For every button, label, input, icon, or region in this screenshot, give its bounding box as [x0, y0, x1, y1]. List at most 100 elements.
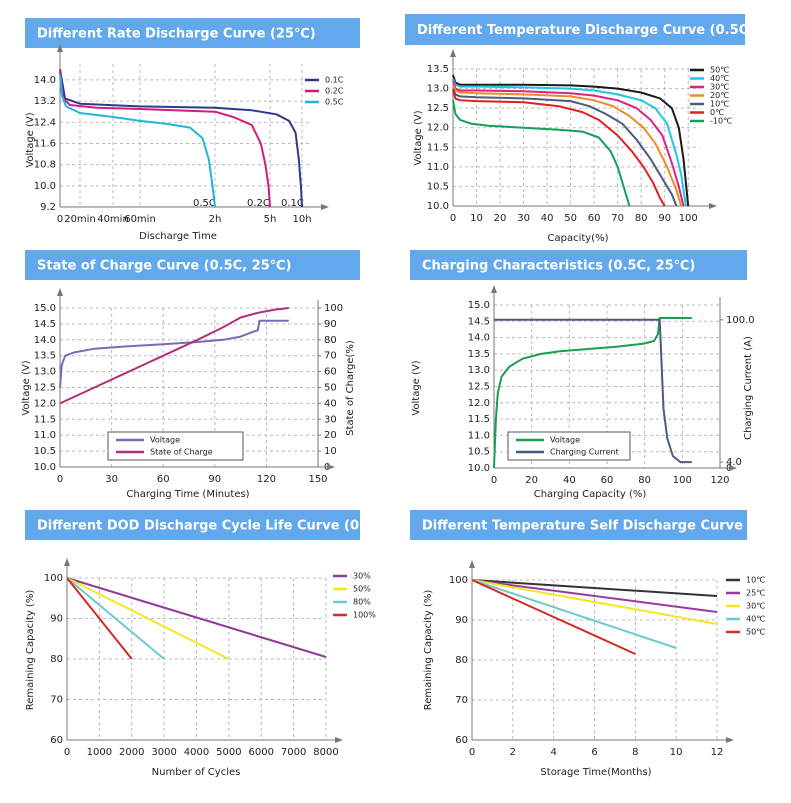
- series-line: [59, 71, 271, 208]
- y-tick-label: 10.5: [34, 446, 56, 457]
- y-tick-label: 70: [455, 695, 468, 706]
- legend-label: 100%: [353, 611, 376, 620]
- x-axis-title: Discharge Time: [139, 231, 217, 242]
- x-tick-label: 5h: [264, 214, 277, 225]
- legend-label: 0.1C: [325, 76, 344, 85]
- x-tick-label: 10: [670, 747, 683, 758]
- y-tick-label: 70: [50, 695, 63, 706]
- legend-box: [107, 431, 244, 461]
- y2-tick-label: 50: [324, 383, 337, 394]
- legend-label: 10℃: [746, 576, 765, 585]
- y-axis-title: Remaining Capacity (%): [423, 590, 434, 711]
- x-tick-label: 5000: [216, 747, 241, 758]
- chart-title: Different Temperature Self Discharge Cur…: [422, 519, 743, 534]
- y-tick-label: 60: [50, 735, 63, 746]
- y-tick-label: 14.0: [468, 333, 490, 344]
- axis-arrow: [327, 464, 335, 470]
- series-line: [494, 318, 692, 464]
- y-tick-label: 10.0: [34, 462, 56, 473]
- y-tick-label: 11.5: [468, 414, 490, 425]
- chart-title: Charging Characteristics (0.5C, 25℃): [422, 259, 695, 274]
- annotation: 0.5C: [193, 198, 216, 209]
- y2-tick-label: 100.0: [726, 315, 755, 326]
- header-bar: [410, 510, 747, 540]
- y2-tick-label: 70: [324, 351, 337, 362]
- y-tick-label: 14.0: [34, 335, 56, 346]
- x-tick-label: 8000: [313, 747, 338, 758]
- series-line: [452, 80, 685, 207]
- y-tick-label: 90: [50, 614, 63, 625]
- y-tick-label: 12.5: [34, 383, 56, 394]
- y-tick-label: 11.0: [427, 162, 449, 173]
- legend-label: 40℃: [710, 74, 729, 83]
- y-tick-label: 12.0: [34, 398, 56, 409]
- chart-title: Different DOD Discharge Cycle Life Curve…: [37, 519, 389, 534]
- x-tick-label: 0: [57, 474, 63, 485]
- axis-arrow: [57, 288, 63, 296]
- legend-label: 40℃: [746, 615, 765, 624]
- series-line: [66, 577, 165, 660]
- x-axis-title: Charging Time (Minutes): [126, 489, 249, 500]
- y-tick-label: 9.2: [40, 202, 56, 213]
- y-tick-label: 12.0: [427, 123, 449, 134]
- y-tick-label: 15.0: [34, 303, 56, 314]
- axis-arrow: [729, 465, 737, 471]
- y-tick-label: 80: [50, 654, 63, 665]
- y-tick-label: 12.5: [468, 382, 490, 393]
- y-tick-label: 13.5: [468, 349, 490, 360]
- x-tick-label: 60: [157, 474, 170, 485]
- y-tick-label: 14.0: [34, 75, 56, 86]
- axis-arrow: [469, 560, 475, 568]
- y-tick-label: 14.5: [34, 319, 56, 330]
- legend-label: 10℃: [710, 100, 729, 109]
- y-tick-label: 13.0: [427, 84, 449, 95]
- y2-tick-label: 90: [324, 319, 337, 330]
- y-tick-label: 10.5: [427, 181, 449, 192]
- y-axis-title: Voltage (V): [25, 112, 36, 167]
- axis-arrow: [709, 203, 717, 209]
- legend-label: 30%: [353, 572, 371, 581]
- y-tick-label: 11.5: [427, 142, 449, 153]
- y-tick-label: 11.6: [34, 138, 56, 149]
- axis-arrow: [57, 44, 63, 52]
- x-axis-title: Capacity(%): [547, 233, 608, 244]
- x-tick-label: 80: [635, 213, 648, 224]
- x-tick-label: 40: [563, 475, 576, 486]
- y-tick-label: 80: [455, 655, 468, 666]
- y2-tick-label: 4.0: [726, 457, 742, 468]
- header-bar: [25, 18, 360, 48]
- x-tick-label: 50: [564, 213, 577, 224]
- legend-label: Voltage: [150, 436, 180, 445]
- series-line: [66, 577, 327, 658]
- y2-tick-label: 10: [324, 446, 337, 457]
- y-tick-label: 14.5: [468, 316, 490, 327]
- x-tick-label: 8: [632, 747, 638, 758]
- legend-label: 30℃: [746, 602, 765, 611]
- series-line: [452, 88, 678, 207]
- x-tick-label: 60: [601, 475, 614, 486]
- y-tick-label: 13.2: [34, 96, 56, 107]
- x-axis-title: Storage Time(Months): [540, 767, 651, 778]
- y2-tick-label: 60: [324, 367, 337, 378]
- x-tick-label: 3000: [151, 747, 176, 758]
- x-tick-label: 0: [57, 214, 63, 225]
- y2-tick-label: 40: [324, 398, 337, 409]
- y-tick-label: 10.0: [468, 463, 490, 474]
- x-tick-label: 90: [658, 213, 671, 224]
- y-axis-title: Voltage (V): [413, 110, 424, 165]
- legend-label: 0.5C: [325, 98, 344, 107]
- x-tick-label: 60: [588, 213, 601, 224]
- y2-tick-label: 80: [324, 335, 337, 346]
- x-tick-label: 120: [710, 475, 729, 486]
- series-line: [59, 307, 289, 405]
- y-tick-label: 11.5: [34, 414, 56, 425]
- x-tick-label: 0: [450, 213, 456, 224]
- axis-arrow: [726, 737, 734, 743]
- x-tick-label: 2h: [209, 214, 222, 225]
- y-axis-title: Voltage (V): [411, 360, 422, 415]
- y-tick-label: 13.0: [468, 365, 490, 376]
- y-tick-label: 12.0: [468, 398, 490, 409]
- x-tick-label: 0: [469, 747, 475, 758]
- chart-title: Different Rate Discharge Curve (25℃): [37, 27, 316, 42]
